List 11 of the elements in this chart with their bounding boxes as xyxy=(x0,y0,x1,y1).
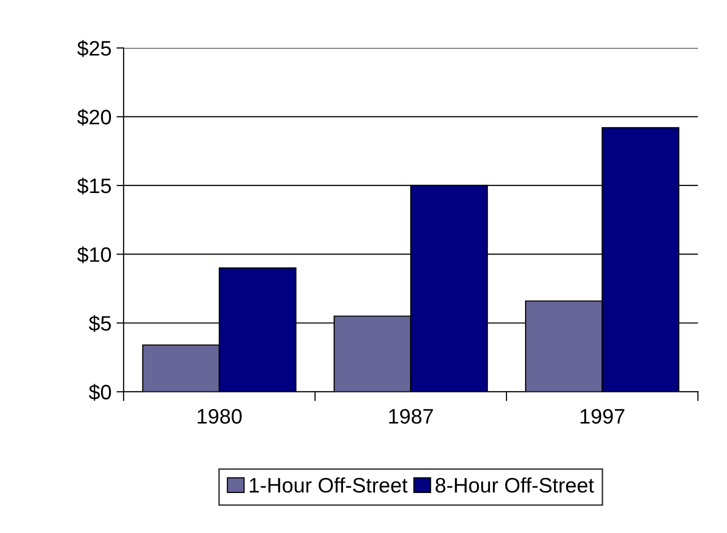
y-tick-label: $20 xyxy=(77,108,111,126)
legend-label: 1-Hour Off-Street xyxy=(250,477,408,493)
y-tick-label: $15 xyxy=(77,178,111,194)
y-tick-label: $10 xyxy=(77,246,111,264)
y-tick-label: $5 xyxy=(88,315,111,332)
x-tick-label: 1980 xyxy=(198,408,242,424)
x-tick-label: 1997 xyxy=(580,408,624,424)
y-tick-label: $25 xyxy=(77,40,111,57)
y-tick-label: $0 xyxy=(88,384,111,401)
x-tick-label: 1987 xyxy=(389,408,433,424)
legend-label: 8-Hour Off-Street xyxy=(436,477,594,493)
